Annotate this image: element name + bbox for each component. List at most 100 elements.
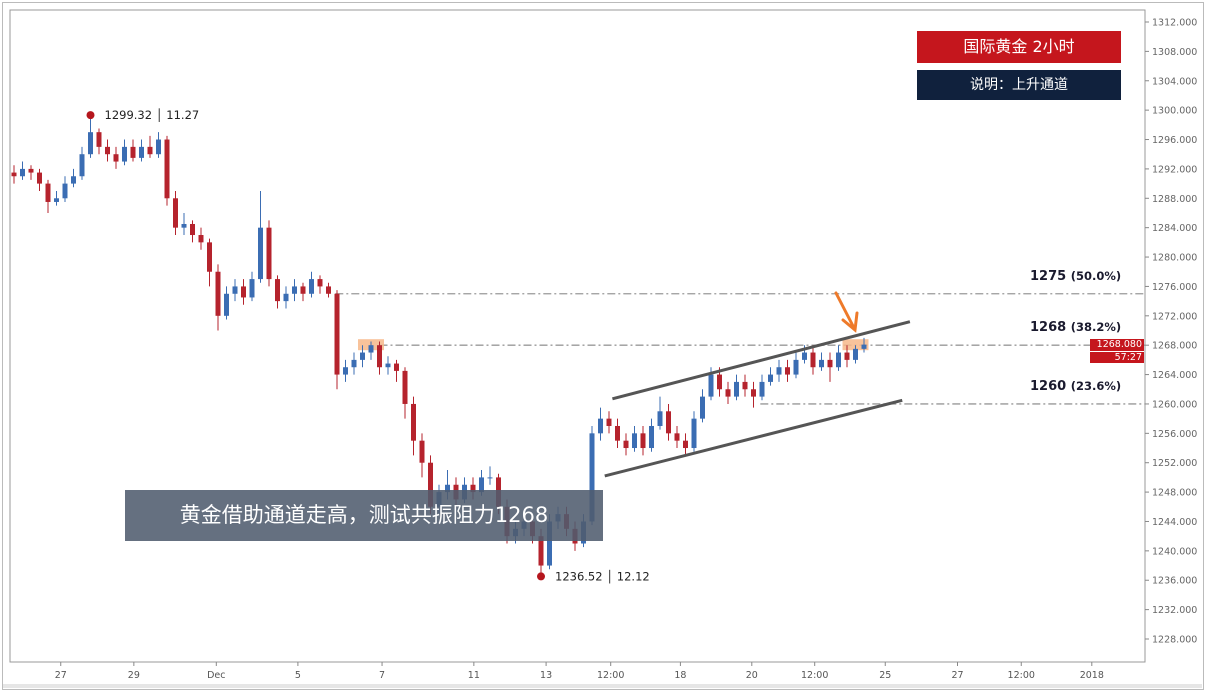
candle-body — [113, 154, 119, 162]
candle — [122, 139, 127, 166]
candle — [37, 168, 42, 191]
candle-body — [853, 348, 858, 360]
candle-body — [292, 286, 297, 294]
candle-body — [394, 363, 399, 371]
y-tick-label: 1260.000 — [1152, 399, 1197, 410]
y-tick-label: 1296.000 — [1152, 135, 1197, 146]
candle-body — [368, 345, 374, 353]
extreme-marker — [537, 572, 545, 581]
x-tick-label: 20 — [746, 670, 758, 681]
candle-body — [402, 370, 408, 404]
y-tick-label: 1272.000 — [1152, 311, 1197, 322]
candle-body — [615, 425, 620, 441]
candle-body — [793, 359, 799, 375]
candle — [198, 227, 204, 250]
candle-body — [623, 440, 629, 449]
candle — [275, 275, 280, 309]
candle — [105, 139, 110, 162]
candle-body — [649, 425, 654, 449]
channel-lower-line — [604, 398, 903, 478]
candle — [377, 341, 382, 375]
candle-body — [343, 367, 348, 375]
candle — [419, 433, 425, 478]
candle — [861, 337, 867, 353]
y-tick-label: 1228.000 — [1152, 635, 1197, 646]
candle — [623, 433, 629, 456]
candle — [666, 403, 671, 441]
y-tick-label: 1252.000 — [1152, 458, 1197, 469]
candle-body — [11, 172, 17, 177]
candle — [207, 238, 212, 287]
candle-body — [266, 227, 272, 280]
candle-body — [326, 286, 331, 294]
chart-subtitle: 说明：上升通道 — [917, 70, 1121, 100]
candle — [156, 132, 161, 158]
candle-body — [334, 293, 340, 375]
commentary-banner: 黄金借助通道走高，测试共振阻力1268 — [125, 490, 603, 541]
x-tick-label: 18 — [674, 670, 686, 681]
y-tick-label: 1280.000 — [1152, 253, 1197, 264]
candle — [700, 389, 705, 423]
candle — [317, 275, 323, 294]
candle-body — [802, 352, 807, 360]
candle-body — [861, 344, 867, 349]
candle — [394, 359, 399, 382]
candle-body — [759, 381, 765, 397]
candle-body — [411, 403, 416, 441]
candle-body — [28, 168, 34, 173]
candle — [181, 212, 187, 236]
y-tick-label: 1264.000 — [1152, 370, 1197, 381]
candle — [649, 418, 654, 452]
candle — [836, 345, 841, 371]
candle-body — [785, 367, 790, 375]
candle — [96, 128, 102, 155]
candle — [674, 425, 680, 449]
candle — [402, 367, 408, 419]
candle-body — [54, 198, 59, 202]
y-tick-label: 1232.000 — [1152, 605, 1197, 616]
candle-body — [683, 440, 688, 449]
extreme-marker — [86, 111, 95, 120]
candle-body — [207, 242, 212, 272]
candle-body — [632, 433, 637, 449]
x-tick-label: 12:00 — [801, 670, 828, 681]
candle — [334, 290, 340, 390]
candle — [844, 345, 850, 368]
candle — [139, 139, 144, 162]
candle — [598, 407, 603, 441]
candle-body — [130, 146, 136, 158]
candle — [249, 271, 255, 302]
candle-body — [836, 352, 841, 368]
candle — [632, 425, 637, 452]
candle-body — [190, 223, 195, 236]
candle — [487, 466, 493, 485]
x-tick-label: 12:00 — [597, 670, 624, 681]
candle-body — [819, 359, 824, 368]
candle-body — [377, 345, 382, 368]
candle — [258, 190, 263, 283]
candle-body — [173, 198, 178, 228]
candle-body — [258, 227, 263, 280]
candle — [351, 352, 357, 375]
candle — [819, 352, 824, 371]
candle — [88, 115, 93, 158]
candle-body — [122, 146, 127, 162]
candle-body — [224, 293, 229, 316]
candle-body — [428, 462, 433, 507]
candle — [725, 381, 731, 404]
bar-countdown-tag: 57:27 — [1090, 352, 1144, 363]
candle-body — [181, 223, 187, 228]
candle — [853, 345, 858, 364]
candle — [368, 341, 374, 360]
candle-body — [96, 132, 102, 147]
candle — [751, 381, 756, 408]
candle-body — [717, 374, 722, 390]
candle-body — [147, 146, 153, 155]
candle-body — [385, 363, 391, 368]
candle — [224, 286, 229, 320]
candle — [190, 220, 195, 243]
candle — [62, 176, 68, 202]
candle-body — [589, 433, 595, 522]
candle — [130, 139, 136, 162]
